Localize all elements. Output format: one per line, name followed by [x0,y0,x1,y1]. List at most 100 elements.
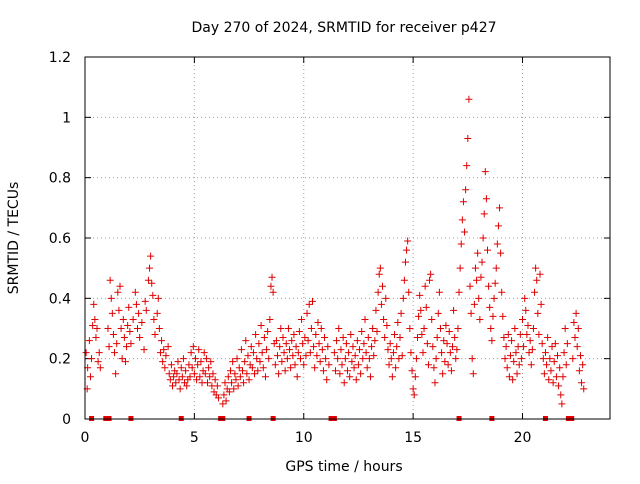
data-point [468,355,476,363]
data-point [361,315,369,323]
data-point [559,373,567,381]
data-point [259,364,267,372]
data-point [165,370,173,378]
data-point [286,346,294,354]
data-point [302,352,310,360]
data-point [224,373,232,381]
data-point [112,370,120,378]
axis-ticks: 0 5 10 15 20 0 0.2 0.4 0.6 0.8 1 1.2 [49,50,610,446]
data-point [317,325,325,332]
data-point [492,264,500,272]
data-point [473,276,481,284]
data-point [571,334,579,342]
data-point [509,376,517,384]
data-point [391,331,399,339]
data-point [381,334,389,342]
data-point [407,349,415,357]
data-point [574,325,582,332]
data-point [345,349,353,357]
data-point [243,370,251,378]
data-point [480,210,488,218]
data-point [175,376,183,384]
data-point [251,370,259,378]
x-axis-label: GPS time / hours [285,459,402,475]
data-point [382,294,390,302]
data-point [339,334,347,342]
data-point [118,355,126,363]
data-series [82,95,588,408]
data-point [306,349,314,357]
data-point [144,276,152,284]
y-tick-label: 0.4 [49,291,71,307]
data-point [321,334,329,342]
data-point [113,340,121,348]
data-point [522,306,530,314]
data-point [267,282,275,290]
data-point [551,340,559,348]
data-point [401,258,409,266]
data-point [498,288,506,296]
data-point [92,334,100,342]
y-axis-label: SRMTID / TECUs [6,182,22,295]
data-point [371,337,379,345]
data-point [241,358,249,366]
data-point [160,346,168,354]
data-point [109,331,117,339]
data-point [164,343,172,351]
data-point [515,361,523,369]
data-point [205,364,213,372]
data-point [556,364,564,372]
data-point [209,370,217,378]
data-point [538,340,546,348]
data-point [289,352,297,360]
data-point [123,343,131,351]
data-point [277,325,285,332]
data-point [182,367,190,375]
data-point [478,258,486,266]
data-point [438,349,446,357]
data-point [237,346,245,354]
y-tick-label: 0.6 [49,231,71,247]
data-point [233,355,241,363]
data-point [324,343,332,351]
data-point [127,340,135,348]
data-point [458,216,466,224]
data-point [389,349,397,357]
data-point [156,349,164,357]
data-point [96,364,104,372]
data-point [155,325,163,332]
data-point [281,367,289,375]
data-point [487,325,495,332]
data-point [406,325,414,332]
data-point [93,325,101,332]
data-point [393,343,401,351]
data-point [560,349,568,357]
data-point [266,315,274,323]
data-point [194,361,202,369]
data-point [187,349,195,357]
grid-lines [85,57,610,419]
data-point [183,382,191,390]
data-point [315,340,323,348]
data-point [374,288,382,296]
data-point [449,343,456,351]
data-point [213,382,221,390]
data-point [85,337,93,345]
data-point [316,358,324,366]
data-point [411,373,419,381]
data-point [443,340,451,348]
data-point [421,282,429,290]
data-point [295,328,303,336]
data-point [312,331,320,339]
data-point [129,315,137,323]
data-point [465,95,473,103]
data-point [211,376,219,384]
data-point [257,321,265,329]
data-point [248,364,256,372]
data-point [91,315,99,323]
data-point [230,385,238,393]
data-point [235,364,243,372]
data-point [462,186,470,194]
data-point [294,349,302,357]
